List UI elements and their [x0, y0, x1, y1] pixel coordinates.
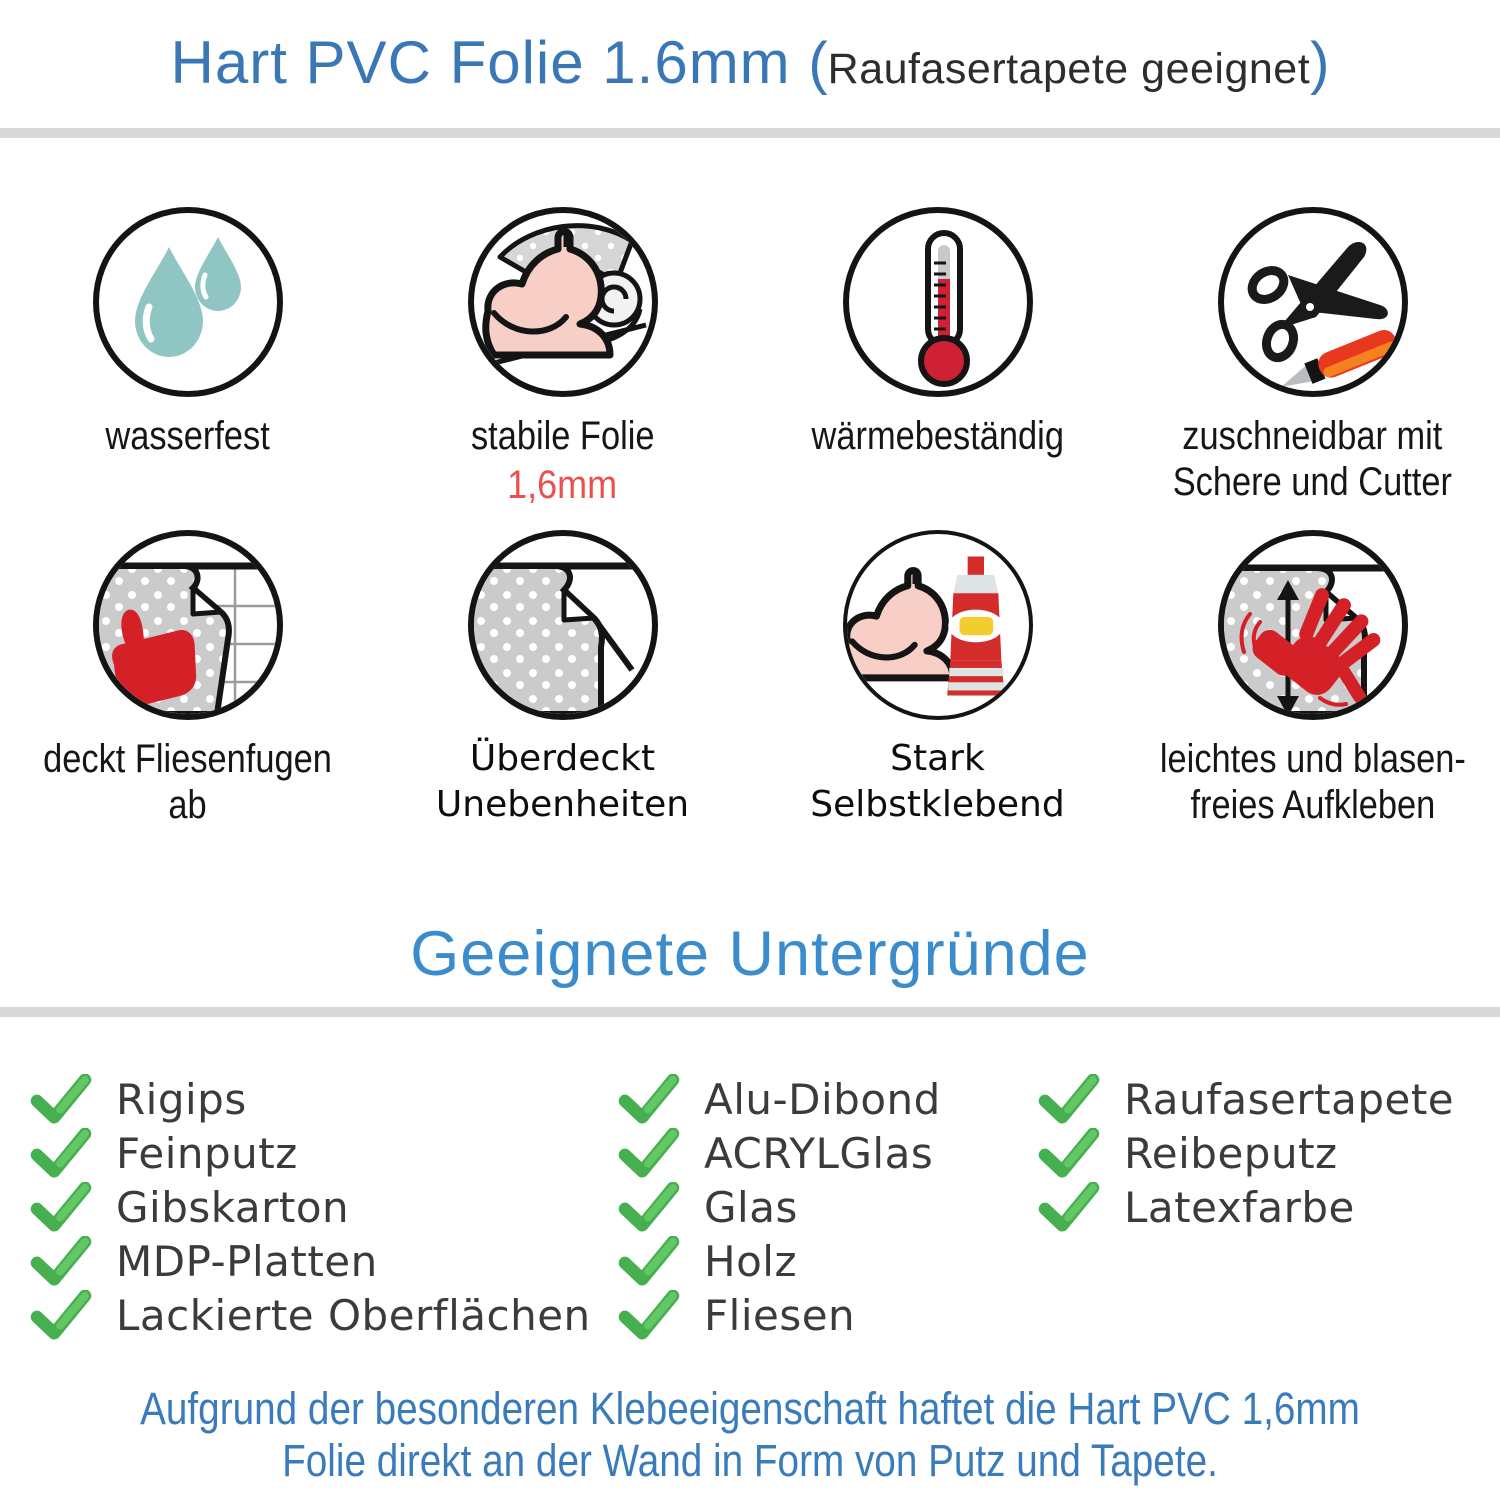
- muscle-glue-tube-icon: [842, 530, 1033, 720]
- list-item: Latexfarbe: [1038, 1180, 1454, 1234]
- list-item: Glas: [618, 1180, 941, 1234]
- page-title-sub: Raufasertapete geeignet: [827, 45, 1311, 93]
- list-item: ACRYLGlas: [618, 1126, 941, 1180]
- divider-section: [0, 1007, 1500, 1017]
- check-icon: [618, 1182, 680, 1232]
- substrate-column-1: Rigips Feinputz Gibskarton MDP-Platten L…: [30, 1072, 591, 1342]
- list-item: Feinputz: [30, 1126, 591, 1180]
- water-drops-icon: [92, 207, 283, 397]
- feature-wasserfest: wasserfest: [0, 207, 375, 508]
- footer-line-1: Aufgrund der besonderen Klebeeigenschaft…: [140, 1383, 1360, 1434]
- list-item: Rigips: [30, 1072, 591, 1126]
- feature-waermebestaendig: wärmebeständig: [750, 207, 1125, 508]
- list-item: Gibskarton: [30, 1180, 591, 1234]
- feature-stabile-folie: stabile Folie 1,6mm: [375, 207, 750, 508]
- feature-label: leichtes und blasen-freies Aufkleben: [1159, 737, 1466, 827]
- list-item: MDP-Platten: [30, 1234, 591, 1288]
- feature-row-1: wasserfest: [0, 207, 1500, 508]
- check-icon: [30, 1236, 92, 1286]
- check-icon: [618, 1290, 680, 1340]
- feature-label: stabile Folie: [470, 414, 655, 458]
- check-icon: [30, 1074, 92, 1124]
- page-title: Hart PVC Folie 1.6mm (Raufasertapete gee…: [0, 28, 1500, 97]
- check-icon: [1038, 1074, 1100, 1124]
- feature-sublabel-red: 1,6mm: [507, 463, 618, 507]
- feature-label: wasserfest: [105, 414, 270, 458]
- list-item: Lackierte Oberflächen: [30, 1288, 591, 1342]
- thermometer-icon: [842, 207, 1033, 397]
- footer-note: Aufgrund der besonderen Klebeeigenschaft…: [0, 1383, 1500, 1487]
- list-item: Raufasertapete: [1038, 1072, 1454, 1126]
- check-icon: [1038, 1182, 1100, 1232]
- feature-label: wärmebeständig: [811, 414, 1064, 458]
- feature-unebenheiten: Überdeckt Unebenheiten: [375, 530, 750, 828]
- divider-top: [0, 128, 1500, 138]
- feature-fliesenfugen: deckt Fliesenfugen ab: [0, 530, 375, 828]
- paren-open: (: [808, 31, 828, 96]
- thumb-up-tiles-icon: [92, 530, 283, 720]
- substrate-column-2: Alu-Dibond ACRYLGlas Glas Holz Fliesen: [618, 1072, 941, 1342]
- check-icon: [618, 1128, 680, 1178]
- check-icon: [30, 1290, 92, 1340]
- page-title-main: Hart PVC Folie 1.6mm: [170, 29, 809, 96]
- section-title: Geeignete Untergründe: [410, 919, 1090, 989]
- check-icon: [30, 1128, 92, 1178]
- foil-covers-bumps-icon: [467, 530, 658, 720]
- list-item: Alu-Dibond: [618, 1072, 941, 1126]
- check-icon: [1038, 1128, 1100, 1178]
- list-item: Reibeputz: [1038, 1126, 1454, 1180]
- strong-arm-foil-icon: [467, 207, 658, 397]
- feature-zuschneidbar: zuschneidbar mit Schere und Cutter: [1125, 207, 1500, 508]
- feature-aufkleben: leichtes und blasen-freies Aufkleben: [1125, 530, 1500, 828]
- check-icon: [618, 1236, 680, 1286]
- hand-smoothing-foil-icon: [1217, 530, 1408, 720]
- list-item: Fliesen: [618, 1288, 941, 1342]
- substrate-column-3: Raufasertapete Reibeputz Latexfarbe: [1038, 1072, 1454, 1234]
- check-icon: [618, 1074, 680, 1124]
- feature-row-2: deckt Fliesenfugen ab: [0, 530, 1500, 828]
- scissors-cutter-icon: [1217, 207, 1408, 397]
- feature-label: Stark Selbstklebend: [810, 738, 1065, 825]
- footer-line-2: Folie direkt an der Wand in Form von Put…: [282, 1435, 1218, 1486]
- check-icon: [30, 1182, 92, 1232]
- feature-label: zuschneidbar mit Schere und Cutter: [1172, 414, 1453, 504]
- feature-selbstklebend: Stark Selbstklebend: [750, 530, 1125, 828]
- list-item: Holz: [618, 1234, 941, 1288]
- paren-close: ): [1310, 31, 1330, 96]
- feature-label: Überdeckt Unebenheiten: [435, 738, 690, 825]
- feature-label: deckt Fliesenfugen ab: [43, 737, 332, 827]
